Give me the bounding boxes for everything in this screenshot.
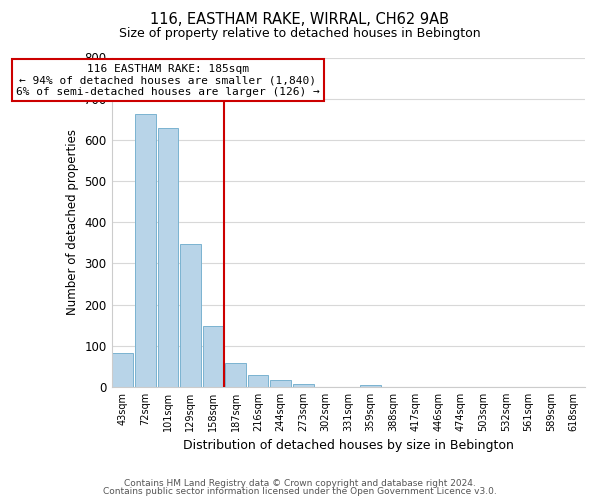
- Bar: [270, 380, 291, 387]
- Bar: [180, 244, 201, 387]
- X-axis label: Distribution of detached houses by size in Bebington: Distribution of detached houses by size …: [183, 440, 514, 452]
- Bar: [361, 385, 381, 387]
- Bar: [293, 384, 314, 387]
- Bar: [225, 364, 246, 387]
- Bar: [203, 326, 223, 387]
- Bar: [158, 128, 178, 387]
- Text: 116 EASTHAM RAKE: 185sqm
← 94% of detached houses are smaller (1,840)
6% of semi: 116 EASTHAM RAKE: 185sqm ← 94% of detach…: [16, 64, 320, 97]
- Text: Contains HM Land Registry data © Crown copyright and database right 2024.: Contains HM Land Registry data © Crown c…: [124, 478, 476, 488]
- Text: Size of property relative to detached houses in Bebington: Size of property relative to detached ho…: [119, 28, 481, 40]
- Y-axis label: Number of detached properties: Number of detached properties: [66, 129, 79, 315]
- Bar: [248, 376, 268, 387]
- Bar: [135, 114, 156, 387]
- Text: 116, EASTHAM RAKE, WIRRAL, CH62 9AB: 116, EASTHAM RAKE, WIRRAL, CH62 9AB: [151, 12, 449, 28]
- Text: Contains public sector information licensed under the Open Government Licence v3: Contains public sector information licen…: [103, 487, 497, 496]
- Bar: [112, 353, 133, 387]
